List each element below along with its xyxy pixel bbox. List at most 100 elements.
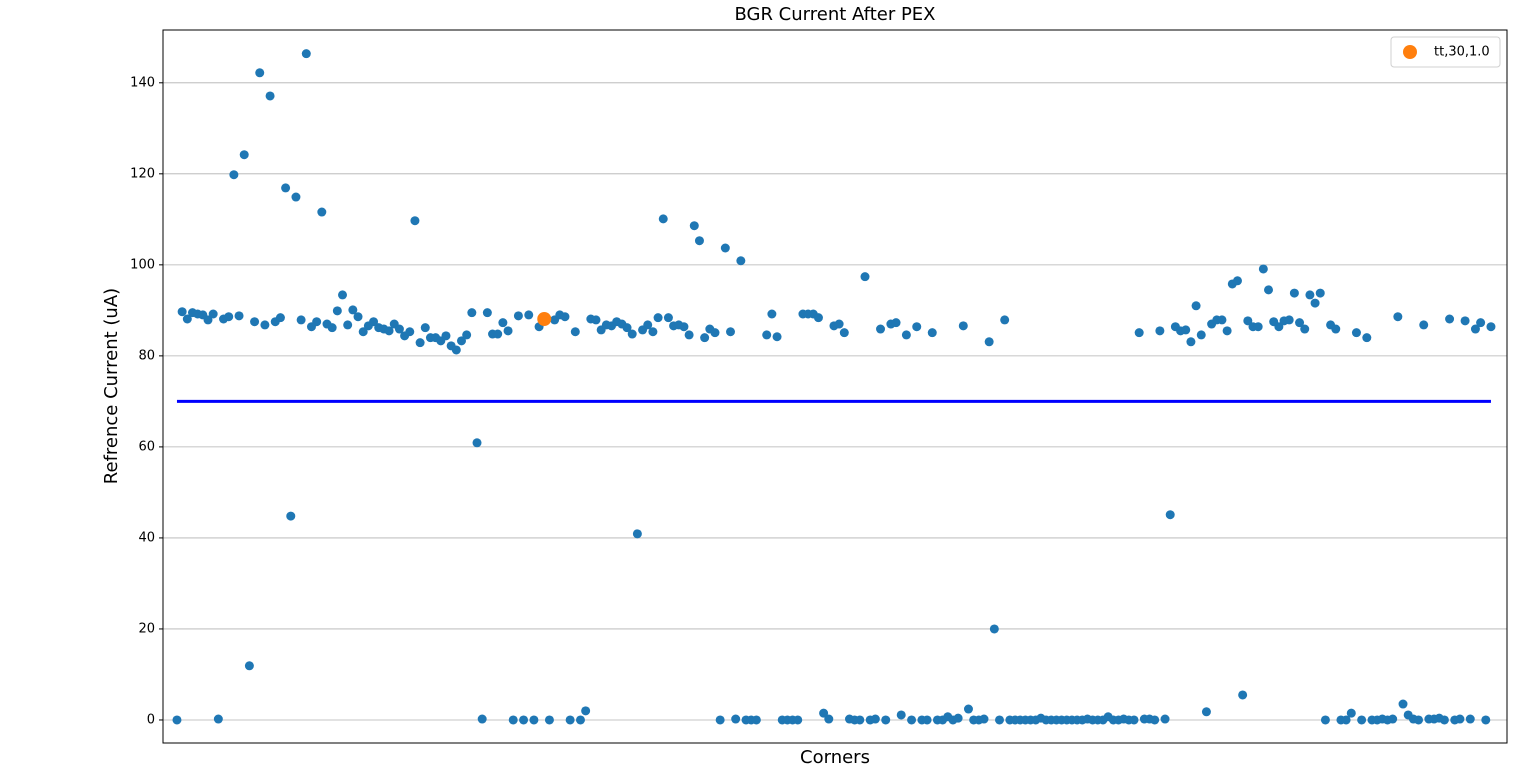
data-point	[343, 320, 353, 330]
data-point	[922, 715, 932, 725]
data-point	[1398, 699, 1408, 709]
data-point	[513, 311, 523, 321]
data-point	[317, 207, 327, 217]
data-point	[250, 317, 260, 327]
data-point	[275, 313, 285, 323]
data-point	[1134, 328, 1144, 338]
data-point	[736, 256, 746, 266]
data-point	[384, 326, 394, 336]
data-point	[715, 715, 725, 725]
data-point	[203, 315, 213, 325]
data-point	[1253, 322, 1263, 332]
data-point	[338, 290, 348, 300]
data-point	[907, 715, 917, 725]
data-point	[1243, 316, 1253, 326]
data-point	[694, 236, 704, 246]
data-point	[643, 320, 653, 330]
data-point	[1460, 316, 1470, 326]
data-point	[1486, 322, 1496, 332]
data-point	[1305, 290, 1315, 300]
data-point	[244, 661, 254, 671]
data-point	[700, 333, 710, 343]
data-point	[1320, 715, 1330, 725]
data-point	[441, 331, 451, 341]
data-point	[255, 68, 265, 78]
data-point	[229, 170, 239, 180]
data-point	[1264, 285, 1274, 295]
y-tick-label: 60	[138, 439, 155, 454]
x-axis-label: Corners	[800, 747, 870, 768]
y-tick-label: 100	[130, 257, 155, 272]
data-point	[684, 330, 694, 340]
data-point	[813, 313, 823, 323]
data-point	[1181, 325, 1191, 335]
data-point	[467, 308, 477, 318]
data-point	[1295, 318, 1305, 328]
data-point	[653, 313, 663, 323]
data-point	[679, 322, 689, 332]
data-point	[234, 311, 244, 321]
legend-label: tt,30,1.0	[1434, 45, 1490, 60]
data-point	[958, 321, 968, 331]
data-point	[751, 715, 761, 725]
data-point	[575, 715, 585, 725]
data-point	[1310, 298, 1320, 308]
data-point	[927, 328, 937, 338]
data-point	[265, 91, 275, 101]
data-point	[405, 327, 415, 337]
data-point	[182, 314, 192, 324]
y-tick-label: 80	[138, 348, 155, 363]
data-point	[772, 332, 782, 342]
data-point	[762, 330, 772, 340]
data-point	[963, 704, 973, 714]
data-point	[824, 714, 834, 724]
data-point	[353, 312, 363, 322]
data-point	[1186, 337, 1196, 347]
data-point	[793, 715, 803, 725]
data-point	[260, 320, 270, 330]
data-point	[1284, 315, 1294, 325]
data-point	[627, 329, 637, 339]
data-point	[1388, 714, 1398, 724]
data-point	[493, 329, 503, 339]
data-point	[1346, 708, 1356, 718]
data-point	[565, 715, 575, 725]
data-point	[369, 317, 379, 327]
data-point	[901, 330, 911, 340]
data-point	[1191, 301, 1201, 311]
data-point	[984, 337, 994, 347]
data-point	[632, 529, 642, 539]
data-point	[1196, 330, 1206, 340]
data-point	[1165, 510, 1175, 520]
data-point	[456, 336, 466, 346]
data-point	[410, 216, 420, 226]
data-point	[472, 438, 482, 448]
data-point	[689, 221, 699, 231]
data-point	[462, 330, 472, 340]
data-point	[172, 715, 182, 725]
data-point	[1331, 324, 1341, 334]
data-point	[348, 305, 358, 315]
data-point	[1439, 715, 1449, 725]
data-point	[415, 338, 425, 348]
data-point	[524, 310, 534, 320]
data-point	[1289, 288, 1299, 298]
data-point	[989, 624, 999, 634]
data-point	[1455, 714, 1465, 724]
data-point	[995, 715, 1005, 725]
data-point	[281, 183, 291, 193]
data-point	[1232, 276, 1242, 286]
data-point	[1258, 264, 1268, 274]
plot-frame	[162, 29, 1508, 744]
y-axis-label: Refrence Current (uA)	[101, 288, 122, 484]
data-point	[860, 272, 870, 282]
data-point	[912, 322, 922, 332]
data-point	[1217, 315, 1227, 325]
data-point	[870, 714, 880, 724]
data-point	[731, 714, 741, 724]
legend-marker	[1403, 45, 1417, 59]
data-point	[1155, 326, 1165, 336]
data-point	[544, 715, 554, 725]
y-tick-label: 140	[130, 75, 155, 90]
data-point	[876, 324, 886, 334]
